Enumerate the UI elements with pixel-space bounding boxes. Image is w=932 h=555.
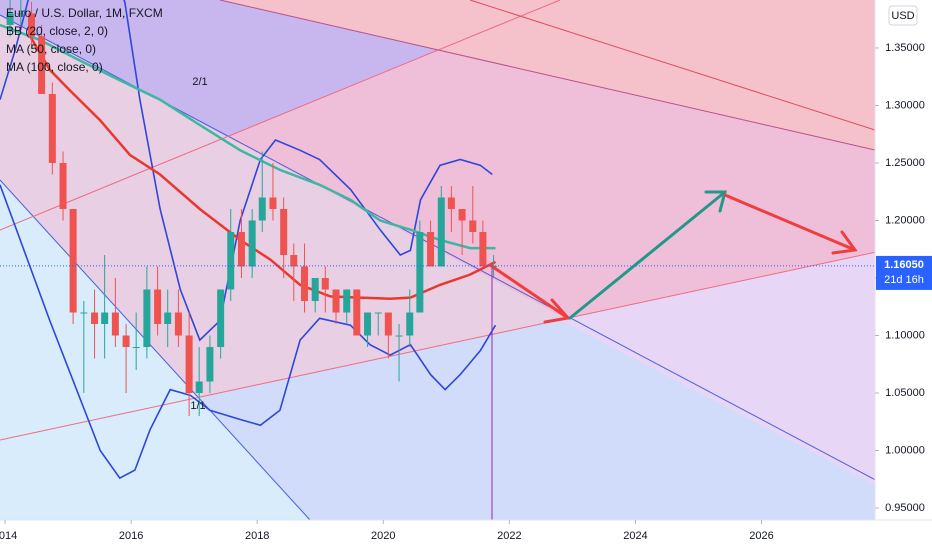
candle-body: [395, 335, 403, 337]
candle-body: [185, 335, 193, 394]
x-tick-label: 2018: [245, 530, 269, 542]
candle-body: [290, 254, 298, 267]
candle-body: [6, 13, 14, 25]
fan-line: [469, 0, 875, 131]
candle-body: [174, 312, 182, 336]
x-tick-label: 2016: [119, 530, 143, 542]
marks: [0, 0, 498, 480]
candle-body: [195, 381, 203, 394]
candle-body: [321, 278, 329, 290]
candle-body: [28, 13, 36, 37]
legend-entry: BB (20, close, 2, 0): [6, 24, 108, 38]
candle-body: [479, 231, 487, 267]
x-tick-label: 2020: [371, 530, 395, 542]
candle-body: [427, 231, 435, 267]
candle-body: [80, 312, 88, 314]
arrow-head: [704, 190, 727, 213]
last-price-box: [876, 255, 932, 290]
annotation: 1/1: [190, 400, 205, 412]
fan-line: [219, 0, 875, 151]
candle-body: [343, 289, 351, 313]
y-tick-label: 0.95000: [885, 502, 925, 514]
forecast-arrows: [488, 190, 858, 324]
candle-body: [143, 289, 151, 348]
x-tick-label: 2014: [0, 530, 17, 542]
fan-line: [0, 251, 875, 441]
candle-body: [111, 312, 119, 336]
candle-body: [416, 231, 424, 313]
y-tick-label: 1.20000: [885, 214, 925, 226]
candle-body: [91, 312, 99, 325]
candle-body: [469, 220, 477, 232]
candle-body: [280, 208, 288, 255]
candle-body: [258, 197, 266, 221]
candle-body: [437, 197, 445, 267]
y-tick-label: 1.35000: [885, 42, 925, 54]
candle-body: [48, 93, 56, 163]
candle-body: [38, 36, 46, 94]
candle-body: [217, 289, 225, 348]
candle-body: [206, 347, 214, 382]
currency: USD: [891, 10, 914, 22]
candle-body: [269, 197, 277, 209]
countdown: 21d 16h: [884, 274, 924, 286]
legend-entry: MA (50, close, 0): [6, 42, 96, 56]
candle-body: [227, 231, 235, 290]
candle-body: [132, 347, 140, 349]
candle-body: [300, 266, 308, 302]
candle-body: [311, 278, 319, 302]
candle-body: [164, 312, 172, 325]
x-tick-label: 2022: [497, 530, 521, 542]
candle-body: [384, 312, 392, 336]
arrow-head: [543, 298, 571, 324]
fan-line: [0, 0, 561, 231]
candle-body: [248, 220, 256, 267]
candle-body: [69, 208, 77, 313]
last-price-label: 1.16050: [884, 259, 924, 271]
candle-body: [59, 162, 67, 209]
legend-entry: MA (100, close, 0): [6, 60, 103, 74]
arrow-head: [831, 230, 858, 255]
arrow: [723, 193, 857, 252]
candle-body: [101, 312, 109, 325]
candle-body: [406, 312, 414, 336]
currency-box[interactable]: [888, 5, 918, 26]
candle-body: [122, 335, 130, 348]
candle-body: [237, 231, 245, 267]
candle-body: [374, 312, 382, 314]
candle-body: [458, 208, 466, 221]
candle-body: [353, 289, 361, 336]
candle-body: [332, 289, 340, 313]
chart-title: Euro / U.S. Dollar, 1M, FXCM: [6, 6, 163, 20]
arrow: [488, 263, 570, 320]
y-tick-label: 1.30000: [885, 99, 925, 111]
x-tick-label: 2026: [749, 530, 773, 542]
candle-body: [364, 312, 372, 336]
drawings: [0, 0, 875, 520]
y-tick-label: 1.00000: [885, 444, 925, 456]
y-tick-label: 1.10000: [885, 329, 925, 341]
bb-lower: [0, 184, 497, 480]
fan-line: [0, 179, 311, 520]
x-tick-label: 2024: [623, 530, 647, 542]
y-tick-label: 1.25000: [885, 157, 925, 169]
candle-body: [154, 289, 162, 325]
candle-body: [17, 13, 25, 15]
y-tick-label: 1.05000: [885, 387, 925, 399]
arrow: [568, 190, 727, 320]
time-axis: [0, 520, 932, 550]
annotation: 2/1: [192, 76, 207, 88]
candle-body: [447, 197, 455, 209]
